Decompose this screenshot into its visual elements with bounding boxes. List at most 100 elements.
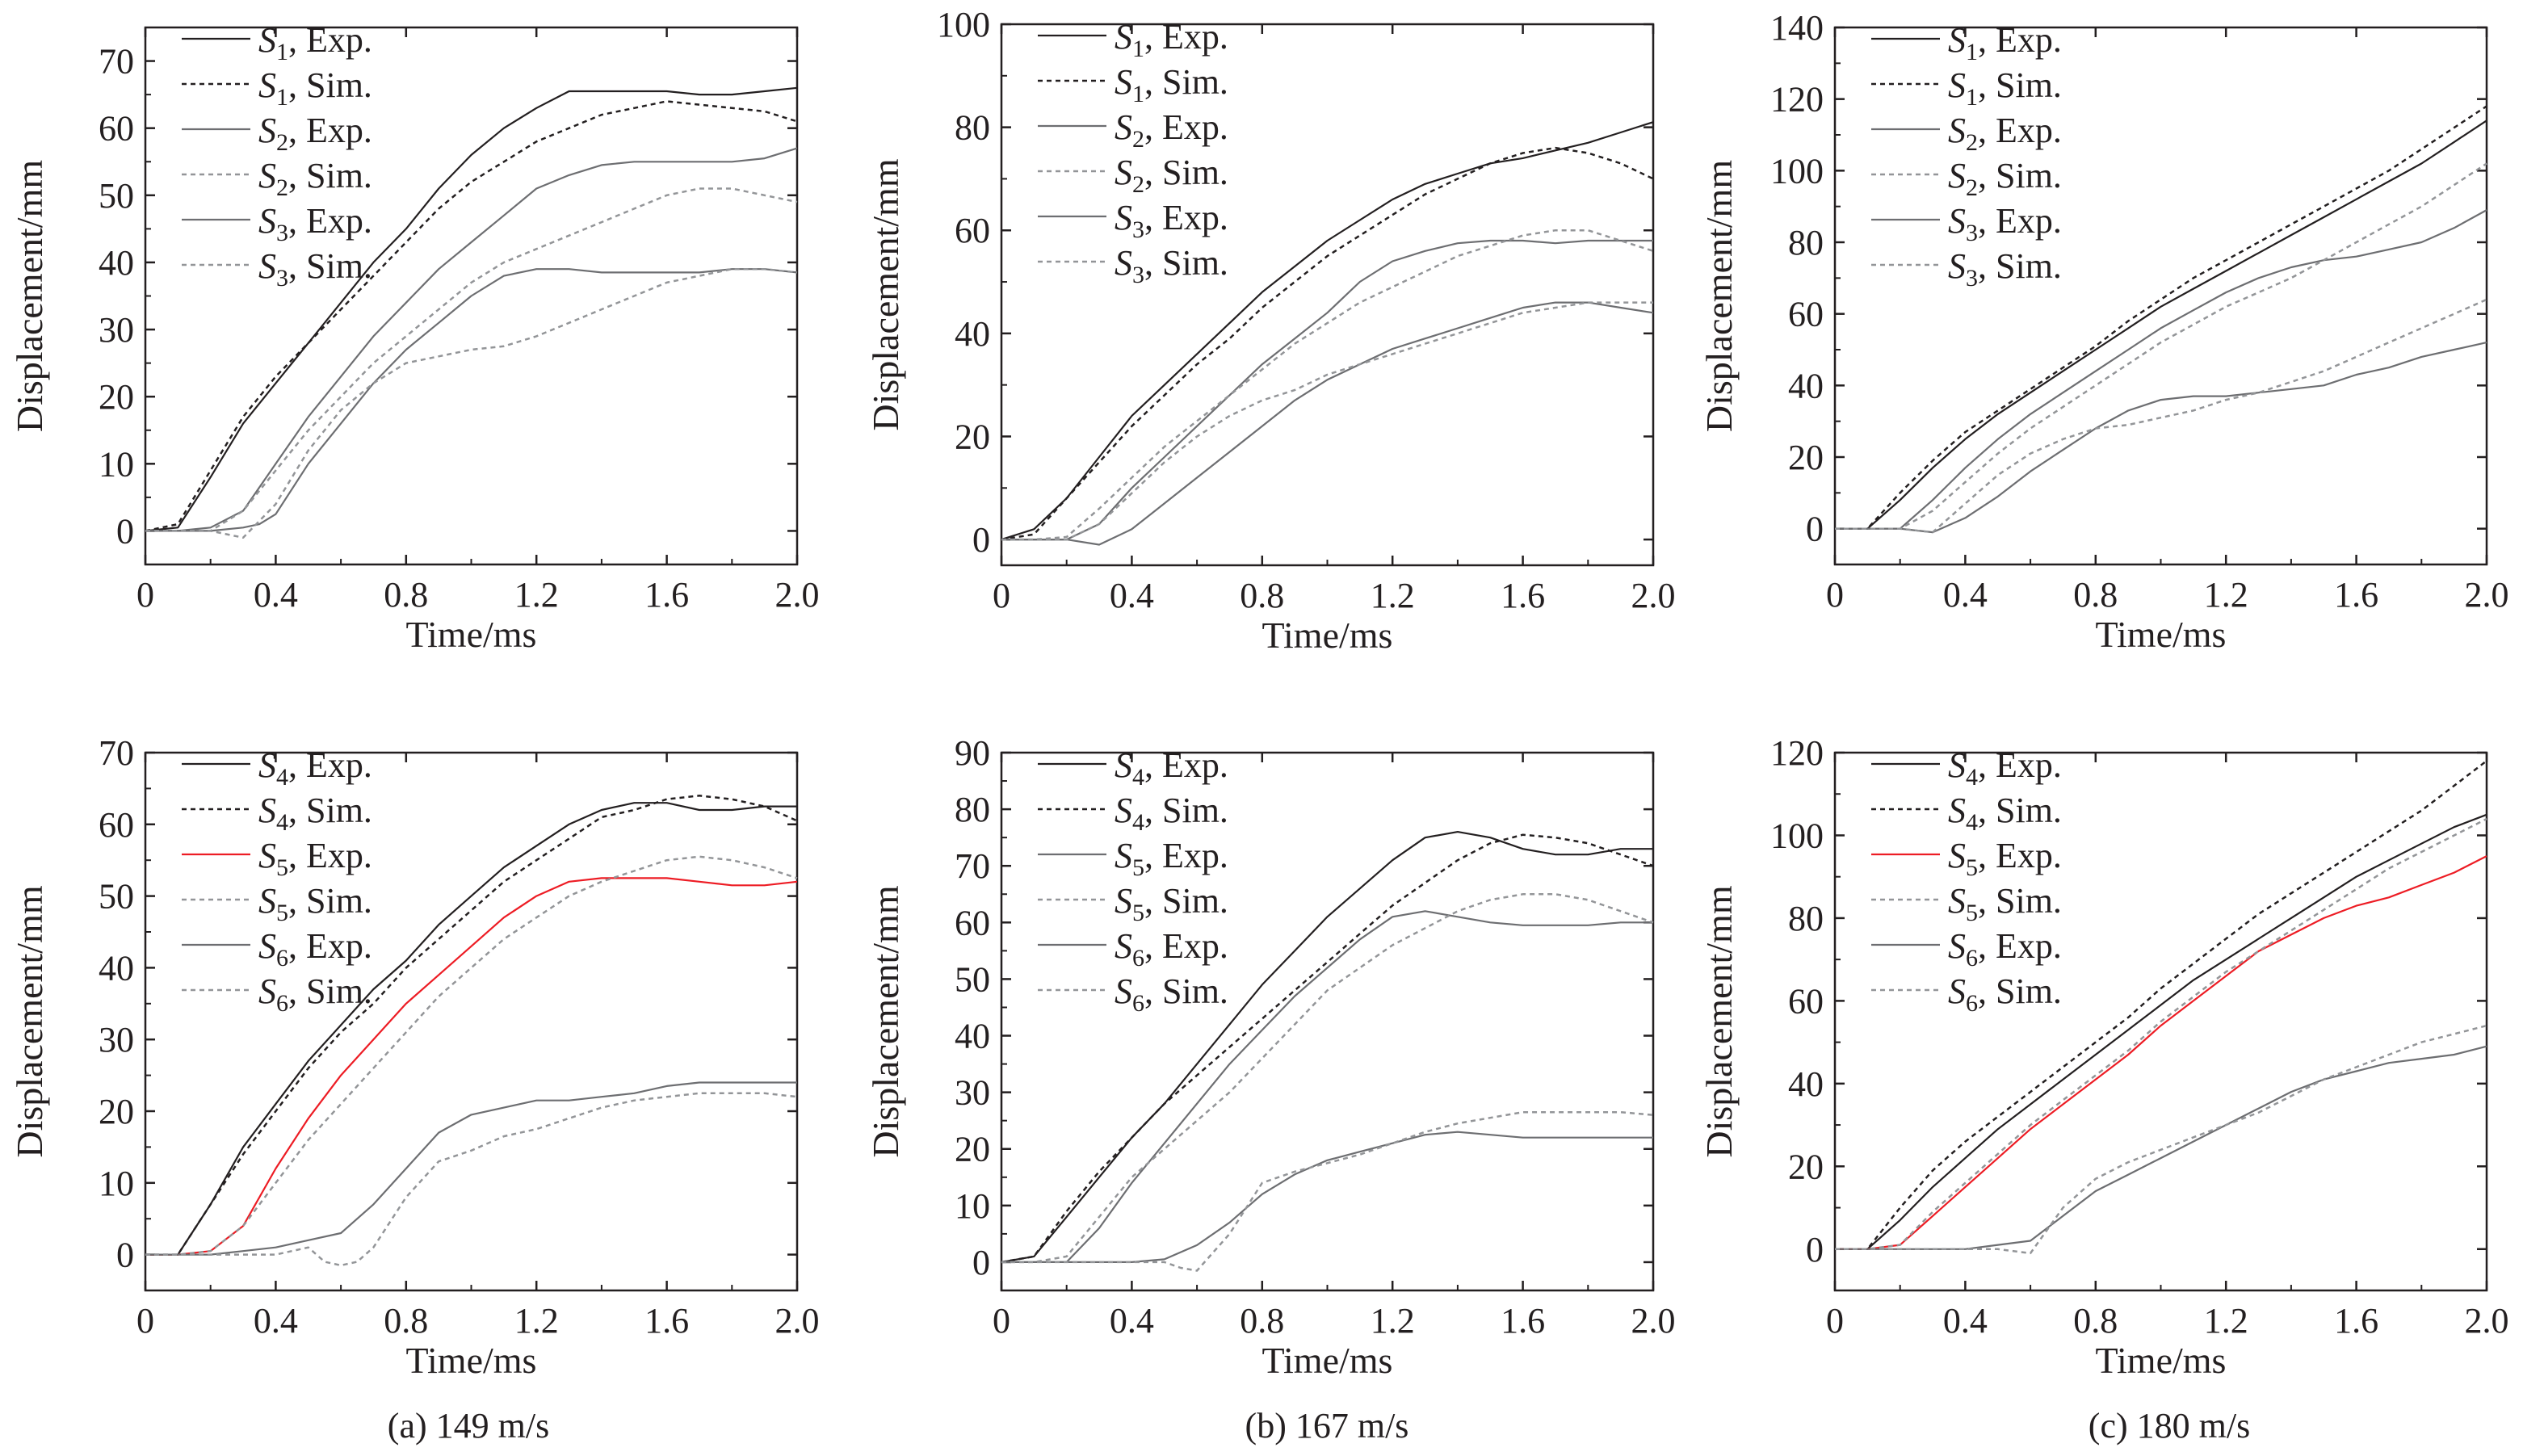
- x-tick-label: 0.8: [2073, 1301, 2118, 1341]
- legend-subscript: 3: [1966, 265, 1978, 292]
- legend-suffix: , Exp.: [1978, 745, 2062, 785]
- y-tick-label: 40: [1788, 366, 1824, 405]
- series-line-s6-exp: [145, 1081, 797, 1256]
- series-line-s5-sim: [1001, 893, 1654, 1264]
- caption-b: (b) 167 m/s: [1245, 1406, 1409, 1446]
- x-tick-label: 1.2: [2204, 575, 2248, 615]
- y-tick-label: 80: [1788, 899, 1824, 938]
- legend-suffix: , Sim.: [1978, 65, 2062, 105]
- legend-suffix: , Sim.: [1978, 971, 2062, 1011]
- legend-suffix: , Sim.: [288, 156, 372, 195]
- series-line-s6-sim: [1001, 1110, 1654, 1272]
- legend-symbol: S: [1948, 111, 1966, 150]
- legend-entry: S4, Sim.: [1948, 791, 2062, 836]
- series-line-s1-exp: [1835, 120, 2487, 530]
- x-tick-label: 0.8: [384, 1301, 428, 1341]
- legend-suffix: , Sim.: [1144, 971, 1228, 1011]
- y-tick-label: 90: [955, 733, 990, 773]
- legend-suffix: , Sim.: [1978, 881, 2062, 921]
- series-line-s4-sim: [1001, 833, 1654, 1264]
- plot-frame: [144, 751, 799, 1292]
- legend-suffix: , Exp.: [288, 836, 372, 875]
- x-tick-label: 0.4: [1943, 1301, 1988, 1341]
- series-line-s2-exp: [145, 147, 798, 532]
- y-tick-label: 60: [1788, 981, 1824, 1021]
- legend-subscript: 1: [276, 39, 288, 65]
- x-tick-label: 1.2: [2204, 1301, 2248, 1341]
- x-tick-label: 0.4: [254, 1301, 298, 1341]
- x-tick-label: 1.6: [644, 575, 689, 615]
- legend-entry: S1, Exp.: [1948, 20, 2062, 65]
- legend-subscript: 3: [276, 265, 288, 292]
- series-line-s4-sim: [145, 795, 798, 1256]
- legend-symbol: S: [1948, 745, 1966, 785]
- chart-panel-a-top: 0 0.4 0.8 1.2 1.6 2.0 0 10 20 30 40 50 60 70 Time/ms Di…: [9, 20, 820, 655]
- x-axis-label: Time/ms: [406, 614, 537, 655]
- legend-subscript: 3: [1132, 262, 1144, 288]
- legend-symbol: S: [1948, 65, 1966, 105]
- x-tick-label: 2.0: [1631, 1301, 1676, 1341]
- y-tick-label: 100: [1770, 151, 1824, 191]
- caption-c: (c) 180 m/s: [2089, 1406, 2250, 1446]
- x-tick-label: 0.8: [1240, 576, 1284, 615]
- series-line-s4-sim: [1835, 760, 2487, 1251]
- x-axis-label: Time/ms: [2096, 1340, 2227, 1381]
- legend-subscript: 3: [1966, 220, 1978, 246]
- legend-entry: S4, Exp.: [258, 745, 372, 791]
- y-tick-label: 40: [955, 1017, 990, 1056]
- x-tick-label: 1.6: [2334, 575, 2378, 615]
- series-line-s1-sim: [1001, 146, 1654, 541]
- legend-suffix: , Exp.: [1978, 836, 2062, 875]
- legend-suffix: , Exp.: [1978, 201, 2062, 241]
- chart-panel-a-bottom: 0 0.4 0.8 1.2 1.6 2.0 0 10 20 30 40 50 60 70 Time/ms Di…: [9, 733, 820, 1381]
- legend-suffix: , Exp.: [288, 201, 372, 241]
- legend-symbol: S: [1115, 791, 1132, 830]
- legend-subscript: 6: [276, 945, 288, 971]
- series-line-s2-exp: [1835, 209, 2487, 530]
- legend-entry: S6, Exp.: [1948, 926, 2062, 971]
- legend-entry: S3, Exp.: [1948, 201, 2062, 246]
- series-line-s4-exp: [1001, 831, 1653, 1263]
- legend-entry: S4, Exp.: [1948, 745, 2062, 791]
- legend-subscript: 4: [276, 809, 288, 836]
- y-tick-label: 60: [1788, 295, 1824, 334]
- legend-suffix: , Exp.: [1978, 926, 2062, 966]
- legend-symbol: S: [1948, 20, 1966, 60]
- series-line-s3-sim: [145, 267, 798, 539]
- y-axis-label: Displacement/mm: [9, 160, 50, 432]
- legend-subscript: 6: [1132, 945, 1144, 971]
- series-line-s1-sim: [145, 100, 798, 532]
- legend-symbol: S: [1115, 243, 1132, 283]
- legend-symbol: S: [258, 926, 276, 966]
- legend-symbol: S: [258, 881, 276, 921]
- legend-symbol: S: [1948, 971, 1966, 1011]
- legend-entry: S3, Exp.: [258, 201, 372, 246]
- x-tick-label: 0.4: [1110, 576, 1154, 615]
- legend-subscript: 4: [1966, 809, 1978, 836]
- y-tick-label: 20: [99, 377, 134, 417]
- legend-symbol: S: [258, 156, 276, 195]
- y-axis-label: Displacement/mm: [1698, 885, 1740, 1157]
- chart-panel-c-bottom: 0 0.4 0.8 1.2 1.6 2.0 0 20 40 60 80 100 120 Time/ms Di…: [1698, 733, 2509, 1381]
- legend-subscript: 1: [1966, 39, 1978, 65]
- y-tick-label: 60: [99, 109, 134, 149]
- legend-subscript: 6: [1966, 945, 1978, 971]
- y-tick-label: 40: [955, 314, 990, 354]
- legend-entry: S6, Sim.: [258, 971, 372, 1017]
- series-line-s2-exp: [1001, 239, 1653, 541]
- legend-symbol: S: [1948, 881, 1966, 921]
- legend-subscript: 3: [276, 220, 288, 246]
- legend-entry: S3, Sim.: [1948, 246, 2062, 292]
- x-axis-label: Time/ms: [2096, 614, 2227, 655]
- y-axis-label: Displacement/mm: [9, 885, 50, 1157]
- x-tick-label: 0.8: [384, 575, 428, 615]
- y-tick-label: 50: [955, 959, 990, 999]
- y-tick-label: 20: [955, 417, 990, 456]
- y-tick-label: 140: [1770, 8, 1824, 48]
- plot-frame: [1000, 751, 1655, 1292]
- y-tick-label: 0: [972, 520, 990, 560]
- series-line-s4-exp: [145, 802, 797, 1256]
- x-tick-label: 0: [136, 1301, 154, 1341]
- legend-entry: S1, Sim.: [1948, 65, 2062, 111]
- x-axis-label: Time/ms: [406, 1340, 537, 1381]
